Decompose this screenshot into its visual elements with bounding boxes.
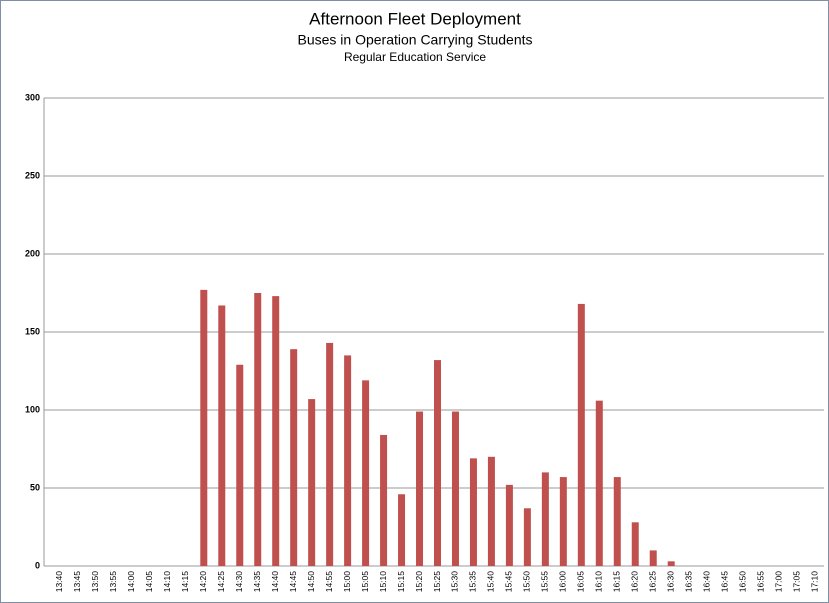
x-tick-label: 16:00 [558,571,568,593]
x-tick-label: 14:55 [324,571,334,593]
x-tick-label: 15:00 [342,571,352,593]
bar [254,293,262,566]
bar [218,305,226,566]
bar [559,477,567,566]
y-tick-label: 200 [25,248,40,258]
x-tick-label: 13:50 [90,571,100,593]
x-tick-label: 16:55 [755,571,765,593]
x-tick-label: 14:45 [288,571,298,593]
y-tick-label: 0 [35,560,40,570]
bar [326,342,334,566]
bar [290,349,298,566]
x-tick-label: 17:10 [809,571,819,593]
bar [523,508,531,566]
x-tick-label: 14:15 [180,571,190,593]
x-tick-label: 15:25 [432,571,442,593]
x-tick-label: 13:55 [108,571,118,593]
x-tick-label: 13:40 [54,571,64,593]
x-tick-label: 14:40 [270,571,280,593]
bar [434,360,441,566]
x-tick-label: 14:05 [144,571,154,593]
chart-subtitle: Buses in Operation Carrying Students [297,32,532,48]
x-tick-label: 16:45 [719,571,729,593]
bar [200,289,208,566]
x-tick-label: 15:15 [396,571,406,593]
x-tick-label: 15:05 [360,571,370,593]
x-tick-label: 14:35 [252,571,262,593]
x-tick-label: 16:50 [737,571,747,593]
x-tick-label: 15:20 [414,571,424,593]
y-tick-label: 150 [25,326,40,336]
x-tick-label: 13:45 [72,571,82,593]
bar [577,303,585,566]
x-tick-label: 15:45 [504,571,514,593]
x-tick-label: 16:05 [576,571,586,593]
x-tick-label: 15:40 [486,571,496,593]
x-tick-label: 15:10 [378,571,388,593]
x-tick-label: 16:20 [629,571,639,593]
bar [487,456,495,566]
x-tick-label: 15:50 [522,571,532,593]
bar [667,561,675,566]
x-tick-label: 16:10 [594,571,604,593]
x-tick-label: 14:00 [126,571,136,593]
x-tick-label: 14:25 [216,571,226,593]
bar [362,380,370,566]
x-tick-label: 15:35 [468,571,478,593]
x-tick-label: 16:30 [665,571,675,593]
bar [308,399,316,566]
bar [380,434,388,566]
x-tick-label: 14:50 [306,571,316,593]
bar [398,494,406,566]
y-tick-label: 100 [25,404,40,414]
x-tick-label: 16:15 [612,571,622,593]
bar [649,550,657,566]
chart-subsubtitle: Regular Education Service [344,50,486,64]
x-tick-label: 14:20 [198,571,208,593]
bar [272,296,280,566]
y-tick-label: 250 [25,170,40,180]
x-tick-label: 15:55 [540,571,550,593]
x-tick-label: 15:30 [450,571,460,593]
bar [613,477,621,566]
bar [595,400,603,566]
x-tick-label: 16:25 [647,571,657,593]
x-tick-label: 17:05 [791,571,801,593]
x-tick-label: 14:30 [234,571,244,593]
bar [236,364,244,566]
bar [344,355,352,566]
bar [541,472,549,566]
x-tick-label: 14:10 [162,571,172,593]
x-tick-label: 17:00 [773,571,783,593]
bar [416,411,424,566]
chart-title: Afternoon Fleet Deployment [309,9,521,28]
bar [631,522,639,566]
y-tick-label: 300 [25,92,40,102]
x-tick-label: 16:40 [701,571,711,593]
bar [451,411,459,566]
y-tick-label: 50 [30,482,40,492]
x-tick-label: 16:35 [683,571,693,593]
bar [505,484,513,566]
bar [469,458,477,566]
